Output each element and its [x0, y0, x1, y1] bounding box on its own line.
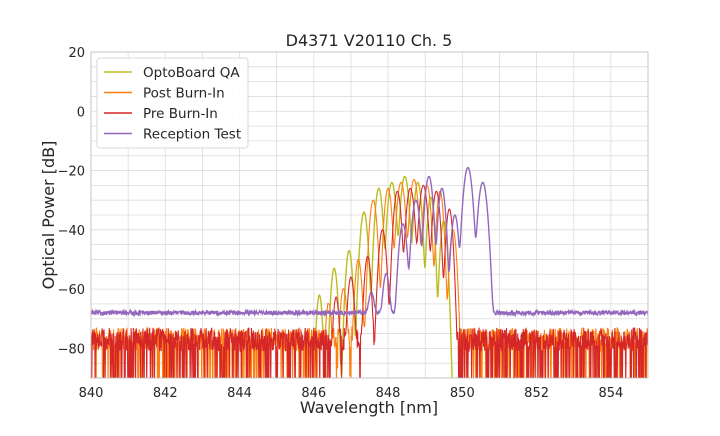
x-tick-label: 848: [376, 386, 401, 401]
x-tick-label: 850: [450, 386, 475, 401]
y-tick-label: −40: [58, 224, 85, 239]
y-axis-label: Optical Power [dB]: [39, 141, 58, 290]
y-tick-label: −80: [58, 342, 85, 357]
y-tick-label: −20: [58, 165, 85, 180]
legend-entry: OptoBoard QA: [143, 65, 240, 81]
x-tick-label: 842: [153, 386, 178, 401]
y-tick-label: 20: [68, 46, 85, 61]
series-line-post-burn-in: [91, 178, 648, 378]
series-line-optoboard-qa: [313, 175, 453, 378]
x-tick-label: 840: [79, 386, 104, 401]
chart-title: D4371 V20110 Ch. 5: [286, 31, 453, 50]
legend-box: [96, 57, 249, 149]
series-line-reception-test: [91, 166, 648, 318]
legend-entry: Pre Burn-In: [143, 106, 218, 122]
legend-entry: Post Burn-In: [143, 86, 225, 102]
x-tick-label: 846: [301, 386, 326, 401]
x-tick-label: 852: [524, 386, 549, 401]
x-tick-label: 844: [227, 386, 252, 401]
plot-frame: [90, 51, 649, 379]
y-tick-label: −60: [58, 283, 85, 298]
x-axis-label: Wavelength [nm]: [300, 398, 438, 417]
y-tick-label: 0: [77, 105, 85, 120]
series-line-pre-burn-in: [91, 184, 648, 378]
legend-entry: Reception Test: [143, 127, 241, 143]
x-tick-label: 854: [598, 386, 623, 401]
